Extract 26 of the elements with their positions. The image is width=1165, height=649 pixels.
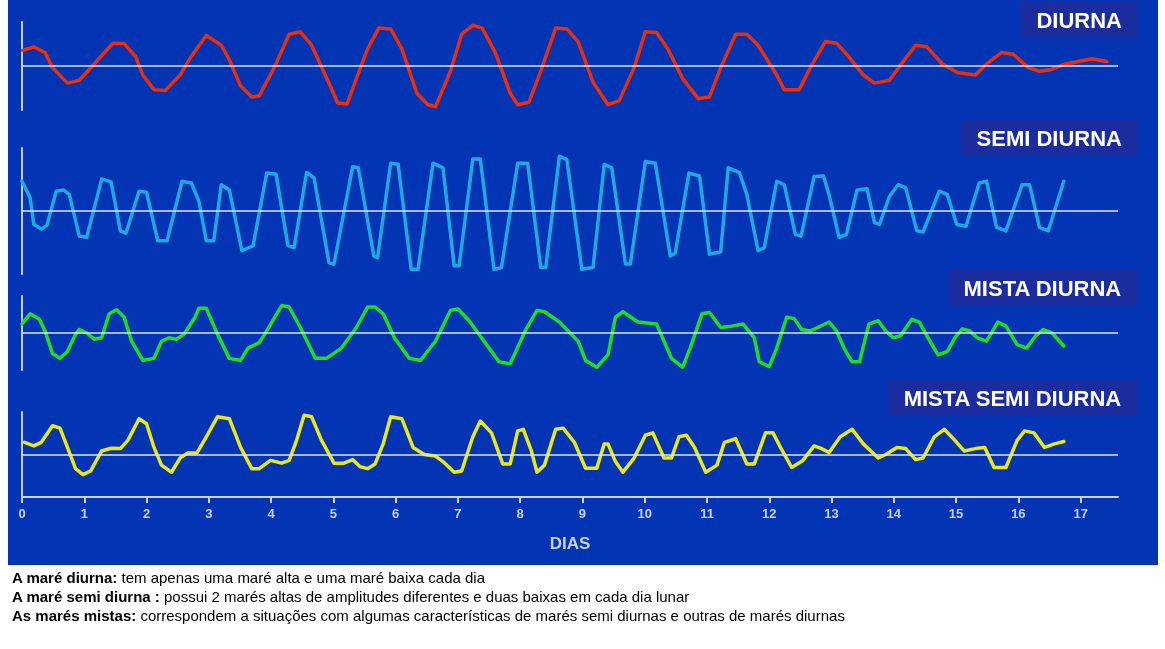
x-tick-label: 9 <box>578 506 587 521</box>
x-axis-title: DIAS <box>549 534 591 553</box>
x-tick-label: 16 <box>1011 506 1026 521</box>
x-tick-label: 0 <box>18 506 26 521</box>
x-tick-label: 7 <box>454 506 462 521</box>
x-tick-label: 14 <box>886 506 902 521</box>
x-tick-label: 15 <box>948 506 964 521</box>
x-tick-label: 6 <box>392 506 400 521</box>
chart-title: SEMI DIURNA <box>976 125 1123 151</box>
x-tick-label: 12 <box>762 506 777 521</box>
text: A maré diurna: tem apenas uma maré alta e uma maré baixa cada dia <box>12 568 486 587</box>
x-tick-label: 5 <box>329 506 337 521</box>
x-tick-label: 13 <box>824 506 839 521</box>
x-tick-label: 2 <box>142 506 151 521</box>
x-tick-label: 3 <box>205 506 213 521</box>
x-tick-label: 17 <box>1073 506 1088 521</box>
text: As marés mistas: correspondem a situações com algumas características de marés semi diurnas e outras de marés diurnas <box>12 606 846 625</box>
x-tick-label: 8 <box>516 506 524 521</box>
chart-title: MISTA SEMI DIURNA <box>903 385 1122 411</box>
chart-title: MISTA DIURNA <box>963 275 1122 301</box>
x-tick-label: 4 <box>267 506 276 521</box>
chart-title: DIURNA <box>1036 7 1123 33</box>
x-tick-label: 1 <box>80 506 88 521</box>
x-tick-label: 11 <box>700 506 714 521</box>
x-tick-label: 10 <box>637 506 652 521</box>
text: A maré semi diurna : possui 2 marés altas de amplitudes diferentes e duas baixas em cada dia lunar <box>12 587 691 606</box>
